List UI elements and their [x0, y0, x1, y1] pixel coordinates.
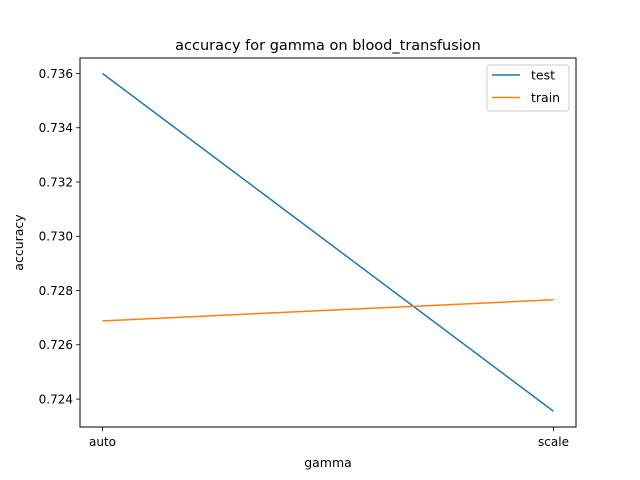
y-tick-label: 0.726: [39, 338, 73, 352]
plot-frame: [79, 57, 577, 428]
series-layer: [102, 72, 554, 412]
x-axis-label: gamma: [304, 455, 352, 470]
y-tick-label: 0.730: [39, 230, 73, 244]
y-axis-label: accuracy: [11, 214, 26, 271]
legend: test train: [486, 64, 570, 112]
x-axis: auto scale: [89, 427, 569, 449]
series-line-test: [102, 72, 554, 412]
chart-title: accuracy for gamma on blood_transfusion: [175, 38, 481, 54]
x-tick-label: scale: [538, 435, 569, 449]
y-tick-label: 0.724: [39, 392, 73, 406]
y-axis: 0.724 0.726 0.728 0.730 0.732 0.734 0.736: [39, 67, 80, 406]
legend-box: [486, 64, 570, 112]
y-tick-label: 0.736: [39, 67, 73, 81]
legend-label-train: train: [531, 90, 560, 105]
legend-label-test: test: [531, 68, 555, 83]
y-tick-label: 0.734: [39, 121, 73, 135]
y-tick-label: 0.732: [39, 175, 73, 189]
x-tick-label: auto: [89, 435, 116, 449]
y-tick-label: 0.728: [39, 284, 73, 298]
series-line-train: [102, 299, 554, 322]
